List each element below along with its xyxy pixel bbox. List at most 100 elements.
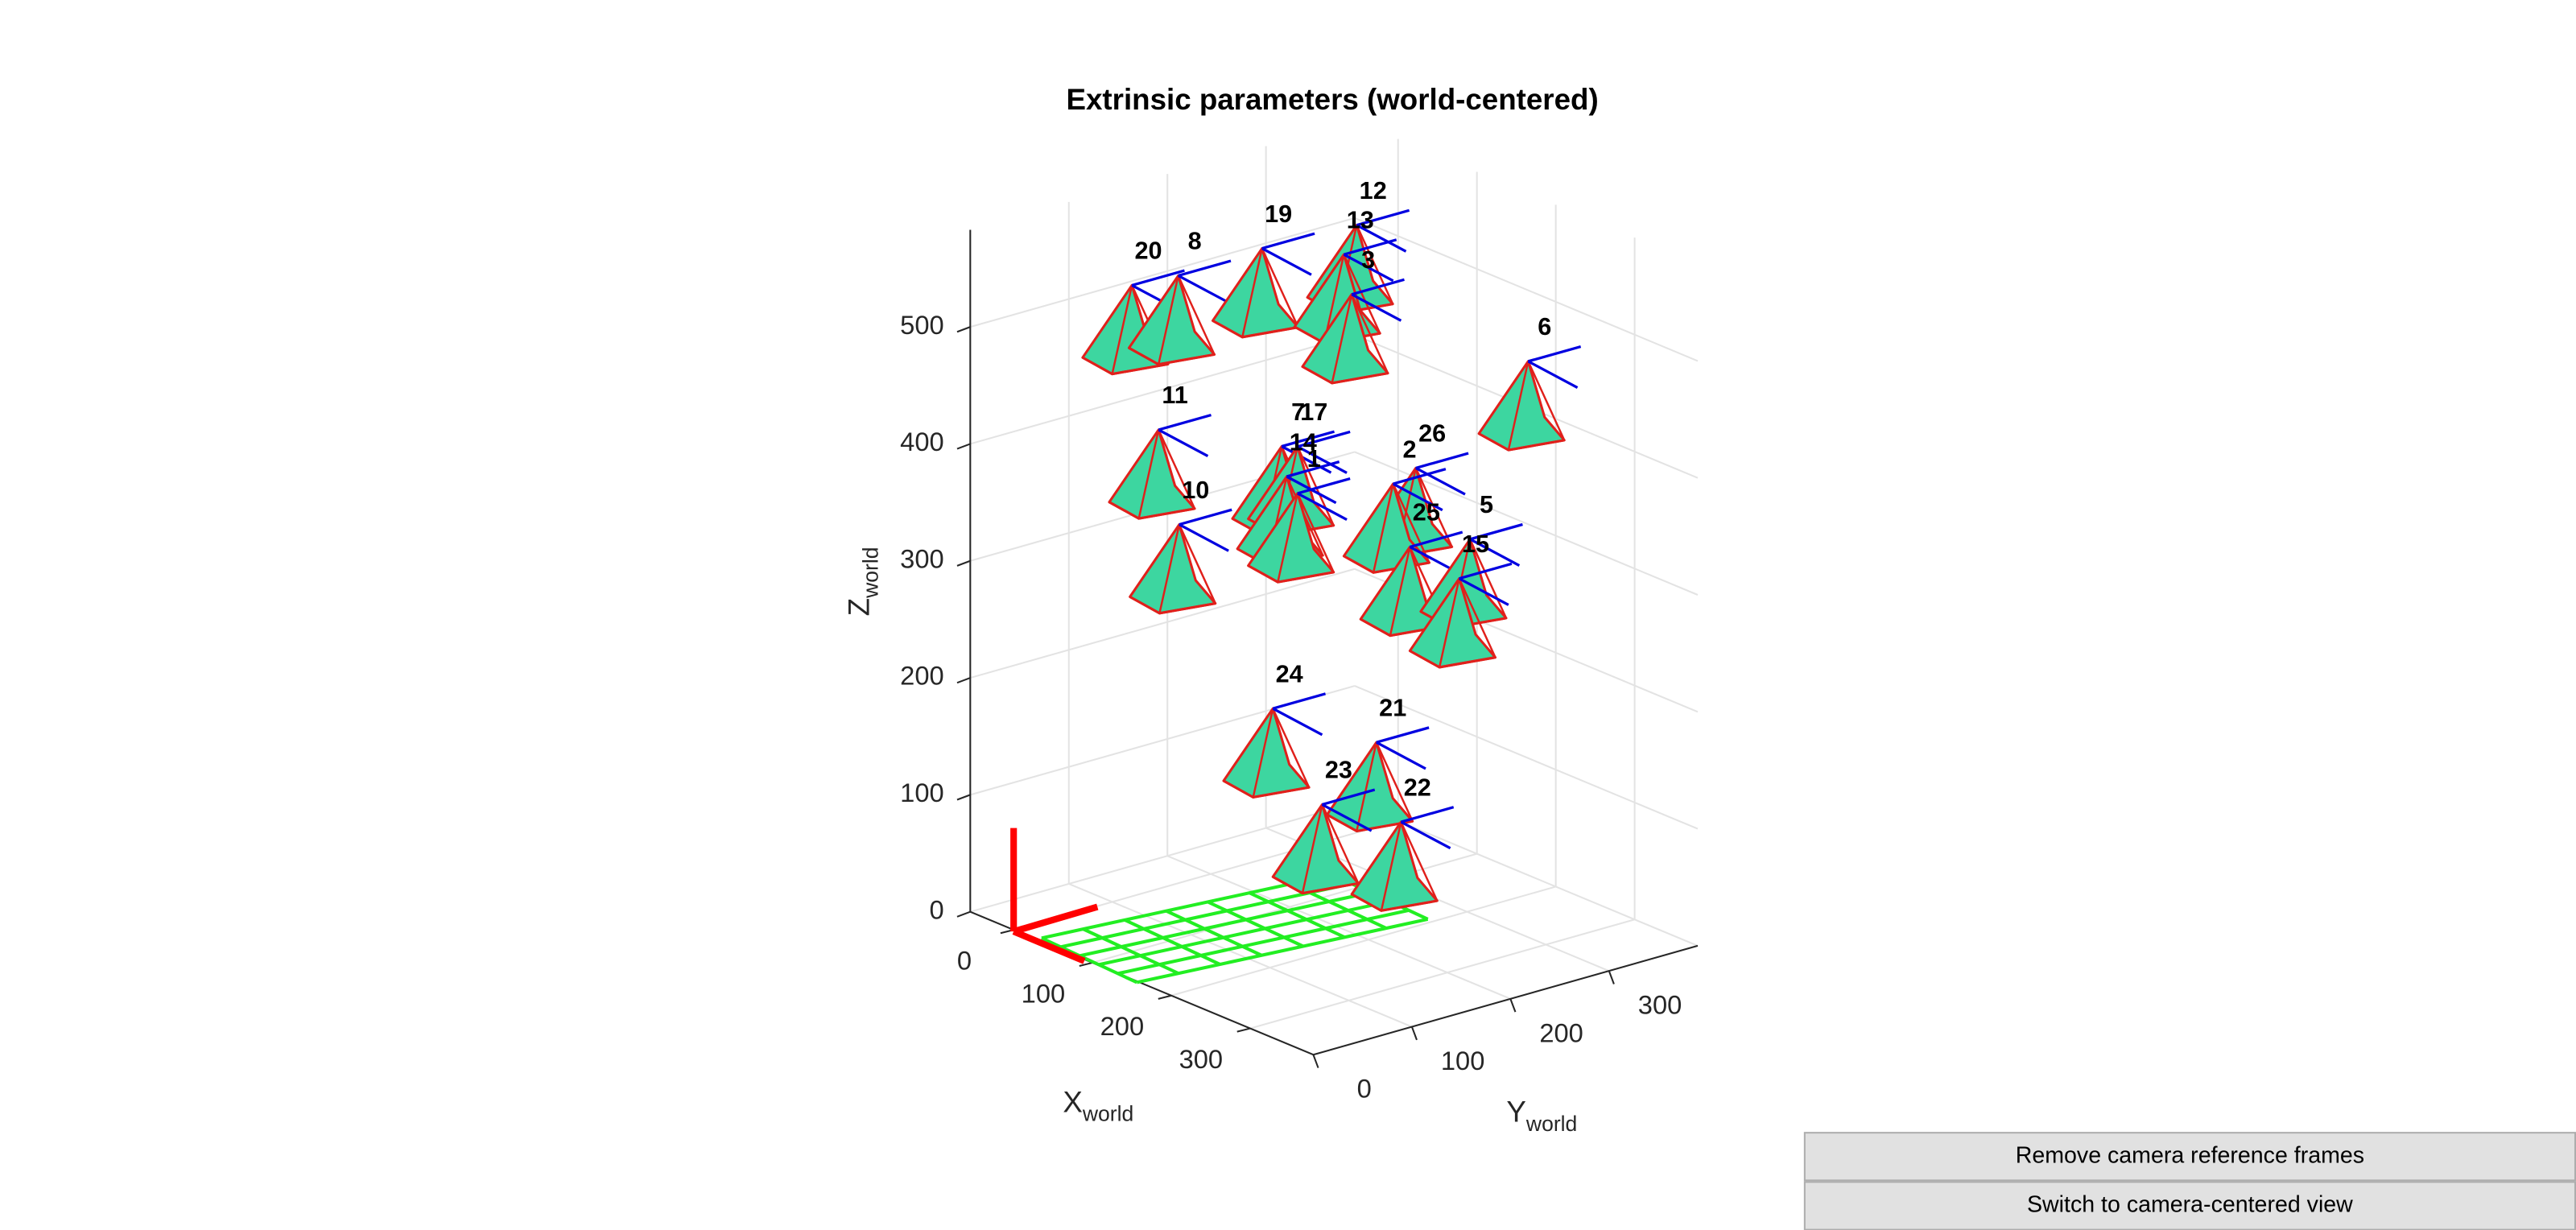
camera-frame-axis [1351,278,1405,296]
camera-edge [1331,294,1353,384]
z-tick-label: 200 [900,661,943,691]
z-tick-label: 500 [900,310,943,340]
x-tick-label: 200 [1100,1011,1144,1041]
camera-frame-axis [1261,232,1315,250]
camera-label: 7 [1291,398,1305,426]
camera: 10 [1129,477,1232,615]
camera-frame-axis [1343,238,1397,256]
zlabel-title: Zworld [842,547,883,617]
button-face[interactable] [1803,1132,2576,1182]
tick-mark [956,794,971,801]
board-line [1165,909,1263,957]
grid-line [1249,918,1635,1030]
camera-label: 8 [1188,228,1202,255]
board-line [1041,936,1138,984]
board-line [1117,908,1410,976]
grid-line [1166,855,1511,1000]
camera-frame-axis [1458,577,1509,606]
button[interactable]: Remove camera reference frames [1803,1132,2576,1182]
camera-frame-axis [1469,522,1523,541]
ylabel-title-sub: world [1525,1112,1577,1136]
z-tick-label: 400 [900,427,943,456]
tick-mark [1410,1026,1418,1041]
x-tick-label: 300 [1179,1044,1223,1074]
camera: 3 [1301,246,1405,385]
camera-frame-axis [1178,259,1232,278]
camera: 11 [1108,382,1212,520]
camera: 21 [1326,695,1430,833]
button-face[interactable] [1803,1181,2576,1230]
camera-edge [1178,524,1216,605]
camera-label: 26 [1418,420,1446,448]
camera-frame-axis [1179,508,1232,526]
button-label[interactable]: Remove camera reference frames [2016,1142,2364,1168]
xlabel-title-sub: world [1082,1102,1133,1126]
camera-label: 24 [1276,660,1303,687]
camera-frame-axis [1272,707,1323,737]
tick-mark [956,559,971,567]
xlabel-title-main: X [1063,1085,1083,1118]
button[interactable]: Switch to camera-centered view [1803,1181,2576,1230]
camera-frame-axis [1400,820,1451,850]
zlabel-title-sub: world [859,547,883,599]
tick-mark [1312,1054,1319,1068]
camera-frame-axis [1158,428,1209,458]
camera-frame-axis [1415,452,1469,469]
grid-line [970,802,1356,913]
grid-line [970,334,1356,445]
camera-frame-axis [1356,208,1410,227]
camera-frame-axis [1281,445,1332,474]
camera-edge [1177,274,1216,355]
camera-frame-axis [1356,224,1407,253]
camera-edge [1458,578,1496,658]
y-tick-label: 200 [1539,1017,1583,1047]
camera-edge [1380,821,1402,911]
camera-label: 25 [1413,499,1440,526]
board-line [1136,917,1429,984]
grid-line [1068,883,1413,1028]
camera-label: 6 [1538,313,1551,341]
camera-frame-axis [1286,460,1340,478]
camera-label: 13 [1347,206,1374,233]
grid-line [1170,885,1556,997]
camera-edge [1375,741,1414,822]
camera-edge [1507,361,1530,451]
camera-frame-axis [1158,413,1212,431]
camera-label: 22 [1404,774,1431,801]
ylabel-title-main: Y [1506,1095,1526,1128]
camera: 24 [1222,660,1326,799]
board-line [1079,890,1372,958]
tick-mark [956,443,971,450]
camera: 8 [1127,228,1232,366]
world-axis [1013,903,1099,935]
camera-frame-axis [1469,538,1521,567]
button-label[interactable]: Switch to camera-centered view [2027,1192,2353,1218]
camera-edge [1392,483,1430,563]
camera-edge [1111,285,1133,374]
camera-label: 23 [1325,757,1352,784]
camera-label: 21 [1379,695,1406,722]
camera: 1 [1247,445,1351,584]
camera-frame-axis [1297,477,1351,495]
board-line [1098,899,1390,967]
camera-frame-axis [1527,360,1579,389]
chart-title: Extrinsic parameters (world-centered) [1067,83,1599,116]
camera: 6 [1477,313,1582,452]
camera-label: 17 [1300,398,1327,426]
camera-edge [1296,446,1335,526]
grid-line [1354,217,1699,362]
camera-edge [1438,578,1460,668]
camera-label: 14 [1290,428,1317,456]
camera-label: 5 [1480,491,1493,518]
camera-frame-axis [1322,788,1376,807]
camera-frame-axis [1409,530,1463,548]
camera-edge [1389,547,1411,636]
tick-mark [956,910,971,918]
camera-edge [1301,804,1323,894]
camera-frame-axis [1272,692,1326,710]
camera: 22 [1350,774,1455,912]
camera-frame-axis [1261,247,1312,276]
tick-mark [956,677,971,684]
